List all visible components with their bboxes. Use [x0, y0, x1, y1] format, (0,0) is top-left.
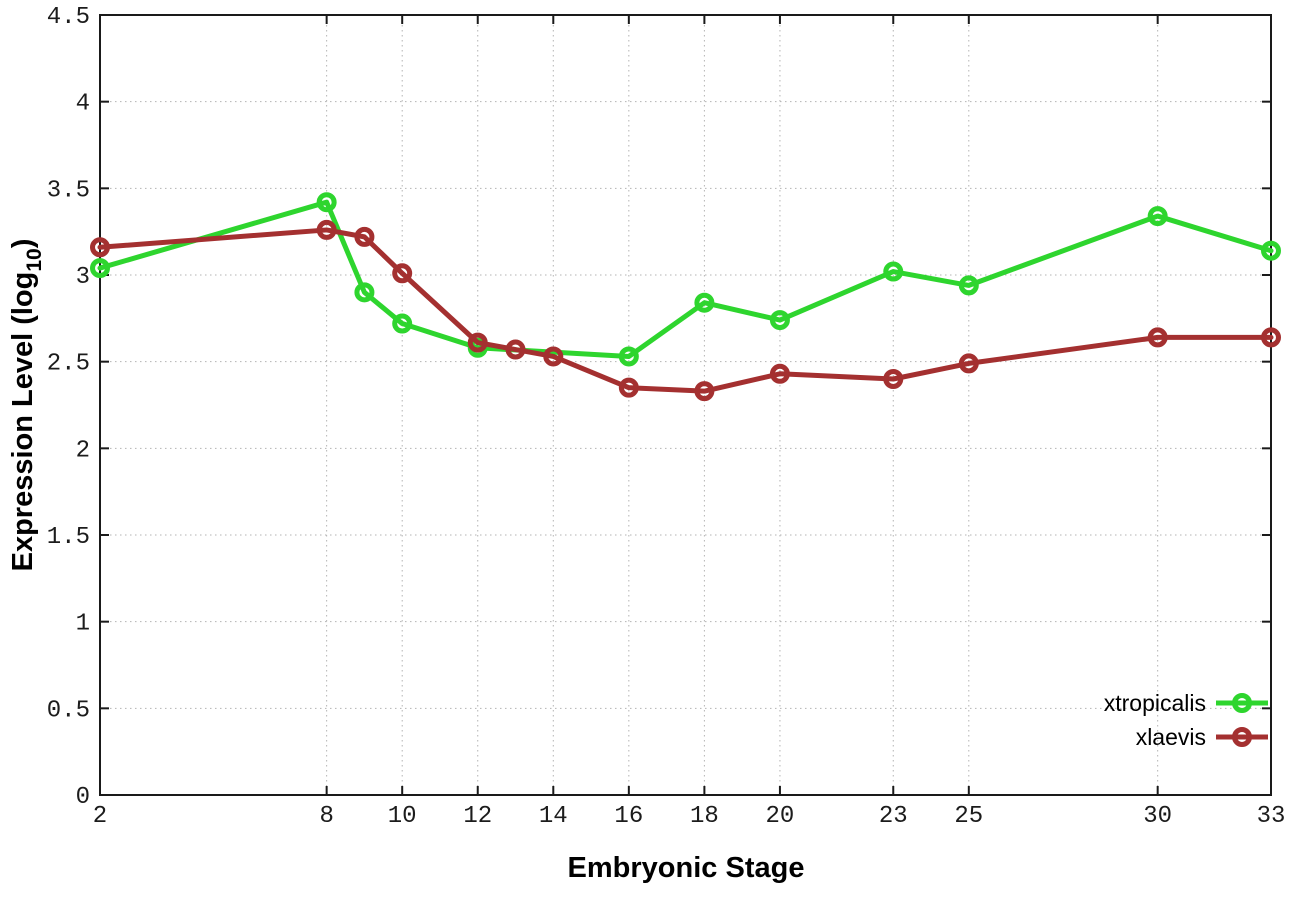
data-point-xtropicalis: [1147, 206, 1168, 227]
data-point-xtropicalis: [354, 282, 375, 303]
data-point-xtropicalis: [618, 346, 639, 367]
legend-markers: [1216, 693, 1268, 747]
y-tick-label: 0.5: [47, 697, 90, 724]
y-axis-title-subscript: 10: [23, 248, 46, 271]
x-tick-label: 25: [954, 803, 983, 830]
x-tick-label: 8: [319, 803, 333, 830]
legend-marker-xtropicalis: [1232, 693, 1252, 713]
data-point-xlaevis: [90, 237, 110, 258]
data-point-xtropicalis: [1261, 240, 1281, 261]
data-point-xtropicalis: [90, 258, 110, 279]
data-point-xlaevis: [505, 339, 526, 360]
legend: xtropicalis xlaevis: [1104, 690, 1268, 750]
x-axis-title: Embryonic Stage: [568, 852, 805, 884]
y-axis-title: Expression Level (log10): [7, 239, 46, 572]
data-point-xtropicalis: [769, 310, 790, 331]
y-tick-label: 2: [76, 437, 90, 464]
x-tick-label: 33: [1257, 803, 1286, 830]
x-tick-label: 20: [766, 803, 795, 830]
y-axis-title-close: ): [7, 239, 39, 249]
data-point-xlaevis: [1261, 327, 1281, 348]
y-tick-label: 4.5: [47, 4, 90, 31]
data-point-xlaevis: [316, 219, 337, 240]
x-tick-label: 30: [1143, 803, 1172, 830]
data-point-xtropicalis: [883, 261, 904, 282]
data-point-xlaevis: [1147, 327, 1168, 348]
legend-marker-xlaevis: [1232, 727, 1252, 747]
data-point-xlaevis: [769, 363, 790, 384]
x-tick-label: 16: [614, 803, 643, 830]
data-point-xlaevis: [883, 369, 904, 389]
x-tick-label: 18: [690, 803, 719, 830]
data-point-xtropicalis: [694, 292, 715, 313]
y-tick-label: 1.5: [47, 524, 90, 551]
y-tick-label: 3: [76, 264, 90, 291]
data-point-xtropicalis: [392, 313, 413, 334]
x-tick-label: 14: [539, 803, 568, 830]
series-line-xtropicalis: [97, 199, 1274, 359]
y-tick-label: 1: [76, 611, 90, 638]
y-tick-label: 4: [76, 91, 90, 118]
x-tick-label: 2: [93, 803, 107, 830]
data-point-xtropicalis: [958, 275, 979, 296]
legend-label-xlaevis: xlaevis: [1136, 724, 1206, 750]
x-tick-label: 12: [463, 803, 492, 830]
series-line-xlaevis: [97, 227, 1274, 394]
x-tick-label: 10: [388, 803, 417, 830]
data-point-xlaevis: [467, 332, 488, 353]
data-point-xlaevis: [543, 346, 564, 367]
y-tick-label: 2.5: [47, 351, 90, 378]
legend-label-xtropicalis: xtropicalis: [1104, 690, 1206, 716]
plot-border: [99, 14, 1272, 796]
data-point-xlaevis: [354, 226, 375, 247]
data-point-xlaevis: [392, 263, 413, 284]
y-tick-label: 3.5: [47, 177, 90, 204]
data-point-xlaevis: [958, 353, 979, 374]
x-tick-label: 23: [879, 803, 908, 830]
y-tick-label: 0: [76, 784, 90, 811]
data-point-xlaevis: [694, 381, 715, 402]
plot-area: 2 8 10 12 14 16 18 20 23 25 30 33 0 0.5 1 1.5 2 2.5 3 3.5 4 4…: [47, 4, 1286, 830]
y-axis-title-main: Expression Level (log: [7, 272, 39, 572]
data-point-xlaevis: [618, 377, 639, 398]
data-point-xtropicalis: [316, 192, 337, 213]
